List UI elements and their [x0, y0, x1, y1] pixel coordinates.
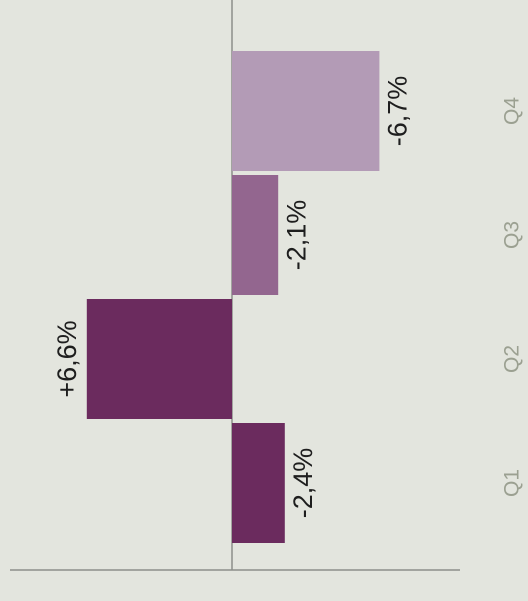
category-label: Q2: [501, 345, 524, 373]
category-label: Q4: [501, 97, 524, 125]
bar: [232, 175, 279, 295]
value-label: +6,6%: [52, 320, 82, 397]
category-label: Q1: [501, 469, 524, 497]
bar: [86, 299, 232, 419]
value-label: -2,1%: [281, 200, 311, 271]
value-label: -2,4%: [288, 448, 318, 519]
category-label: Q3: [501, 221, 524, 249]
value-label: -6,7%: [383, 76, 413, 147]
bar: [232, 51, 380, 171]
bar: [232, 423, 285, 543]
